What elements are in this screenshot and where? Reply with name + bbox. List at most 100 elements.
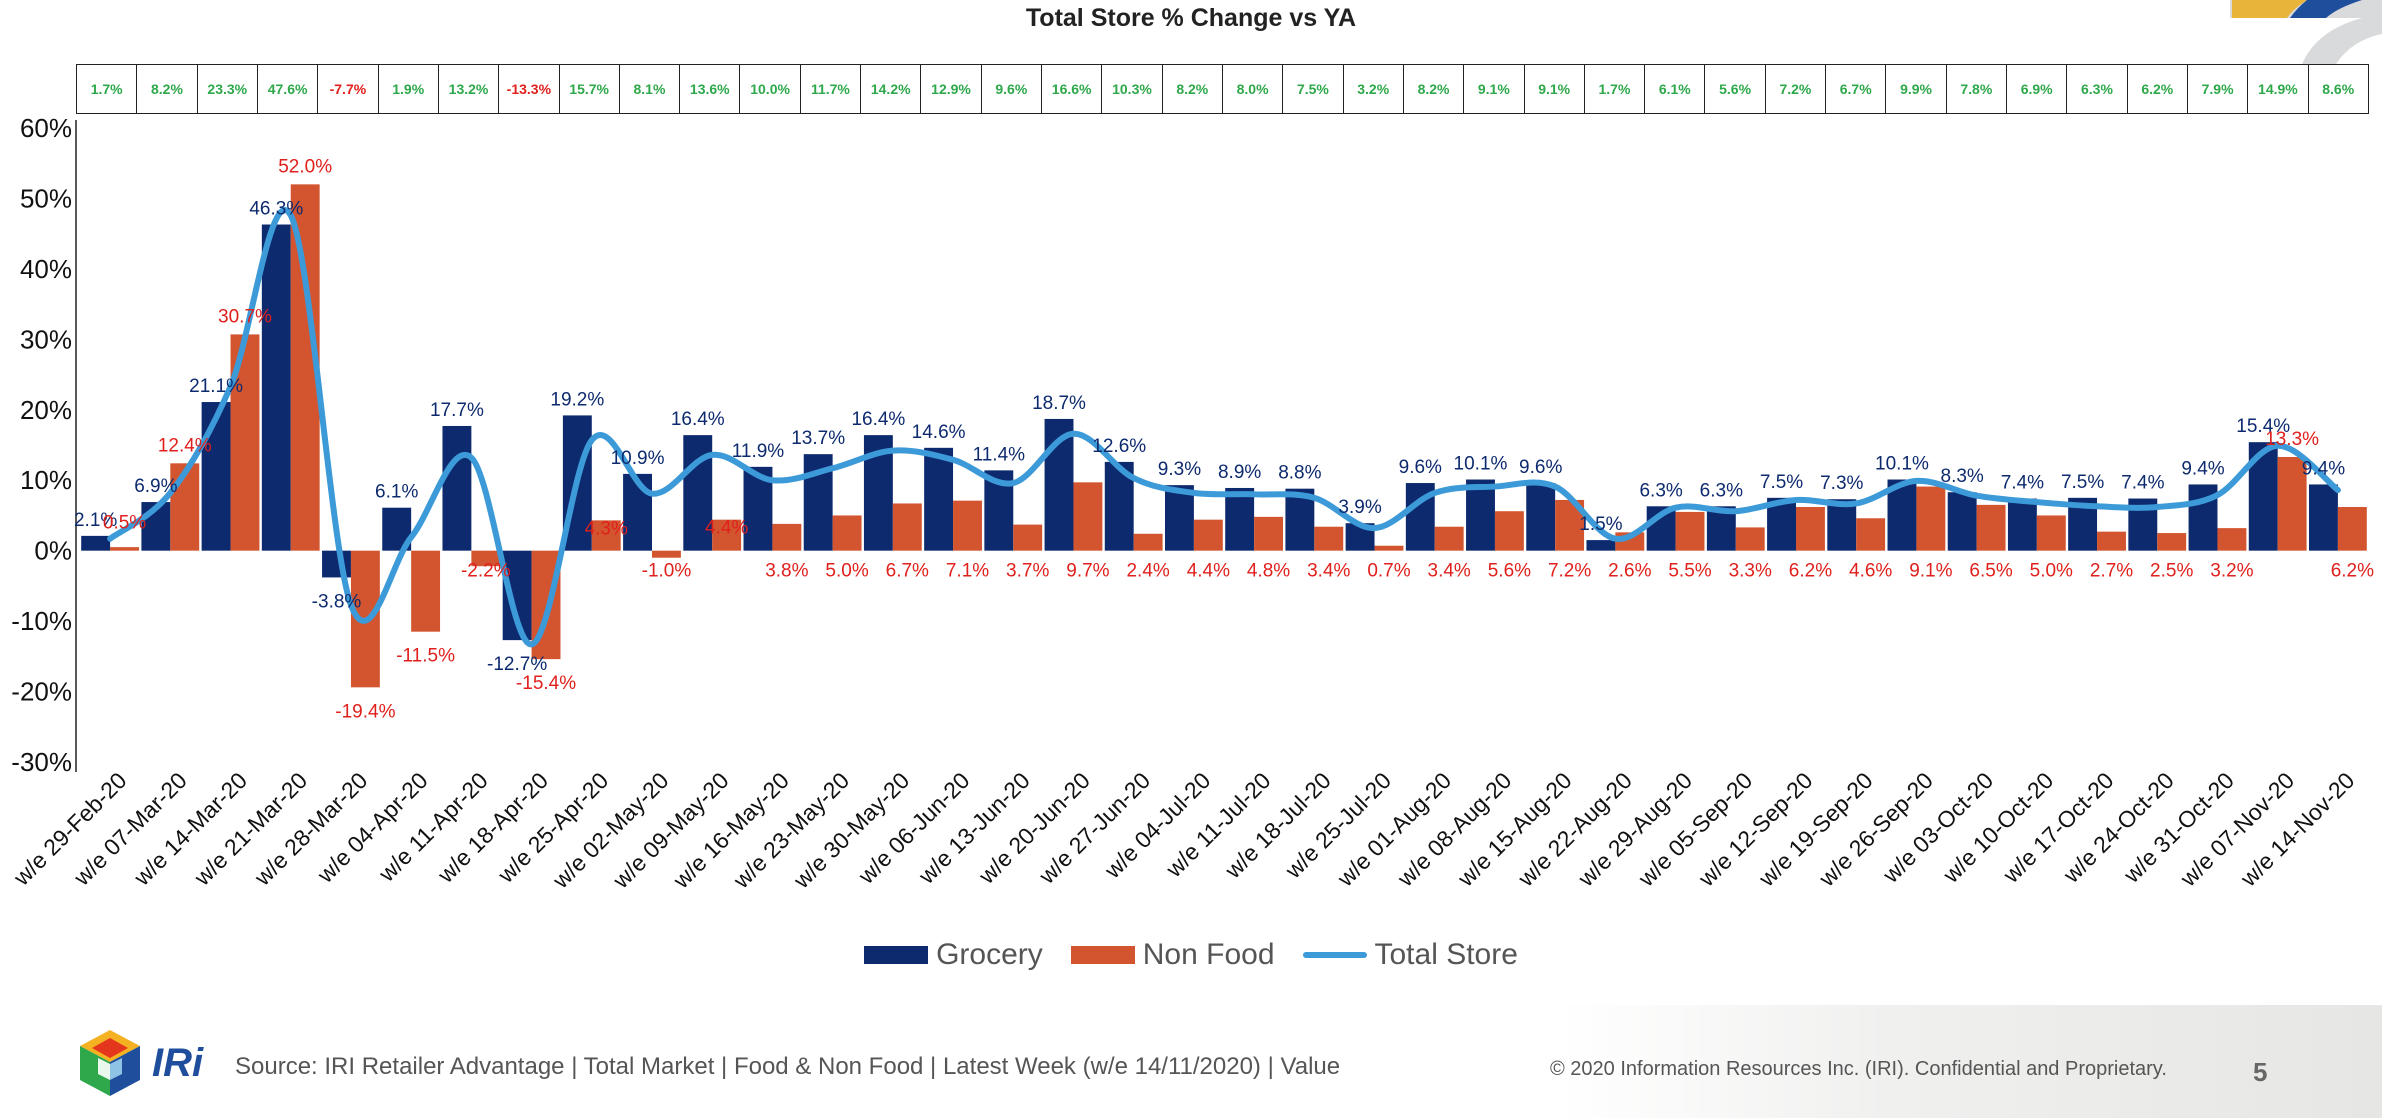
grocery-data-label: -3.8% xyxy=(312,591,362,612)
strip-cell: -13.3% xyxy=(499,65,560,113)
non-food-data-label: -1.0% xyxy=(642,561,692,582)
y-tick-label: -30% xyxy=(11,747,72,777)
non-food-data-label: 5.0% xyxy=(2030,561,2073,582)
non-food-data-label: 9.7% xyxy=(1066,561,1109,582)
y-tick-label: 60% xyxy=(20,113,72,143)
strip-cell: 16.6% xyxy=(1042,65,1103,113)
grocery-bar xyxy=(1164,485,1194,551)
non-food-bar xyxy=(2157,533,2187,551)
strip-cell: 7.8% xyxy=(1947,65,2007,113)
chart-canvas: 60% 50% 40% 30% 20% 10% 0% -10% -20% -30% 2.1%0.5%… xyxy=(8,113,2374,894)
non-food-data-label: 2.5% xyxy=(2150,561,2193,582)
legend-label: Non Food xyxy=(1142,938,1275,971)
grocery-data-label: 16.4% xyxy=(671,409,725,430)
total-store-value-strip: 1.7% 8.2% 23.3% 47.6% -7.7% 1.9% 13.2% -13.3% 15… xyxy=(76,64,2369,114)
strip-cell: 13.6% xyxy=(680,65,741,113)
strip-cell: 7.9% xyxy=(2188,65,2249,113)
grocery-data-label: 17.7% xyxy=(430,400,484,421)
grocery-data-label: 21.1% xyxy=(189,376,243,397)
grocery-bar xyxy=(623,473,652,551)
chart-title: Total Store % Change vs YA xyxy=(1025,4,1357,32)
strip-cell: 10.3% xyxy=(1102,65,1163,113)
grocery-bar xyxy=(1466,479,1495,551)
strip-cell: 6.9% xyxy=(2007,65,2068,113)
grocery-bar xyxy=(924,447,954,551)
strip-cell: 5.6% xyxy=(1705,65,1766,113)
non-food-bar xyxy=(471,550,501,567)
grocery-data-label: 9.6% xyxy=(1399,457,1442,478)
grocery-data-label: 11.4% xyxy=(973,444,1026,465)
y-tick-label: 50% xyxy=(20,183,72,213)
non-food-bar xyxy=(1976,504,2006,551)
non-food-data-label: 6.2% xyxy=(1789,561,1832,582)
grocery-data-label: 7.3% xyxy=(1820,473,1863,494)
y-tick-label: 10% xyxy=(20,465,72,495)
y-tick-label: 40% xyxy=(20,254,72,284)
grocery-data-label: 6.1% xyxy=(375,482,418,503)
strip-cell: 6.1% xyxy=(1645,65,1706,113)
strip-cell: 8.0% xyxy=(1223,65,1284,113)
non-food-bar xyxy=(652,550,681,558)
grocery-bar xyxy=(201,402,231,551)
iri-logo-text: IRi xyxy=(152,1040,204,1085)
grocery-data-label: 46.3% xyxy=(249,199,303,220)
grocery-bar xyxy=(1827,499,1857,551)
corner-brand-graphic xyxy=(2230,0,2382,64)
y-tick-label: 0% xyxy=(34,536,72,566)
non-food-bar xyxy=(110,547,140,551)
non-food-bar xyxy=(1193,519,1223,551)
non-food-data-label: 4.8% xyxy=(1247,561,1290,582)
grocery-bar xyxy=(1526,483,1556,551)
chart-legend: Grocery Non Food Total Store xyxy=(0,938,2382,972)
strip-cell: -7.7% xyxy=(318,65,379,113)
grocery-data-label: 8.9% xyxy=(1218,462,1261,483)
strip-cell: 6.7% xyxy=(1826,65,1887,113)
non-food-data-label: 7.1% xyxy=(946,561,989,582)
grocery-data-label: 9.6% xyxy=(1519,457,1562,478)
grocery-data-label: 15.4% xyxy=(2236,416,2290,437)
grocery-data-label: 3.9% xyxy=(1338,497,1381,518)
non-food-data-label: 4.4% xyxy=(705,518,748,539)
non-food-data-label: 4.4% xyxy=(1187,561,1230,582)
non-food-data-label: -15.4% xyxy=(516,673,576,694)
y-tick-label: -10% xyxy=(11,606,72,636)
non-food-bar xyxy=(591,520,621,551)
strip-cell: 9.6% xyxy=(982,65,1042,113)
grocery-data-label: 10.1% xyxy=(1454,454,1508,475)
legend-label: Grocery xyxy=(936,938,1043,971)
grocery-data-label: 7.5% xyxy=(1760,472,1803,493)
grocery-data-label: 10.9% xyxy=(611,448,665,469)
non-food-bar xyxy=(2036,515,2066,551)
non-food-data-label: 52.0% xyxy=(278,156,332,177)
non-food-data-label: 5.5% xyxy=(1668,561,1711,582)
strip-cell: 10.0% xyxy=(740,65,801,113)
grocery-bar xyxy=(1225,487,1255,551)
grocery-bar xyxy=(2007,498,2037,551)
y-tick-label: 20% xyxy=(20,395,72,425)
grocery-data-label: 8.3% xyxy=(1941,466,1984,487)
strip-cell: 23.3% xyxy=(198,65,258,113)
non-food-data-label: 3.4% xyxy=(1428,561,1471,582)
grocery-data-label: -12.7% xyxy=(487,654,547,675)
iri-cube-icon xyxy=(80,1030,140,1096)
grocery-data-label: 2.1% xyxy=(74,510,117,531)
total-store-line xyxy=(107,207,2341,648)
grocery-data-label: 6.3% xyxy=(1700,480,1743,501)
grocery-bar xyxy=(1947,492,1977,551)
non-food-data-label: 6.7% xyxy=(886,561,929,582)
non-food-data-label: 13.3% xyxy=(2265,429,2319,450)
non-food-data-label: 5.0% xyxy=(825,561,868,582)
strip-cell: 9.1% xyxy=(1525,65,1585,113)
legend-item: Non Food xyxy=(1070,938,1275,972)
non-food-bar xyxy=(1133,533,1163,551)
x-tick-label: w/e 11-Jul-20 xyxy=(1160,767,1276,883)
strip-cell: 1.7% xyxy=(77,65,138,113)
non-food-bar xyxy=(832,515,862,551)
y-tick-label: -20% xyxy=(11,677,72,707)
non-food-bar xyxy=(1494,511,1524,551)
grocery-bar xyxy=(1586,540,1616,551)
grocery-data-label: 9.4% xyxy=(2181,458,2224,479)
grocery-data-label: 10.1% xyxy=(1875,454,1929,475)
non-food-data-label: -11.5% xyxy=(396,646,455,667)
grocery-data-label: 6.3% xyxy=(1639,480,1682,501)
